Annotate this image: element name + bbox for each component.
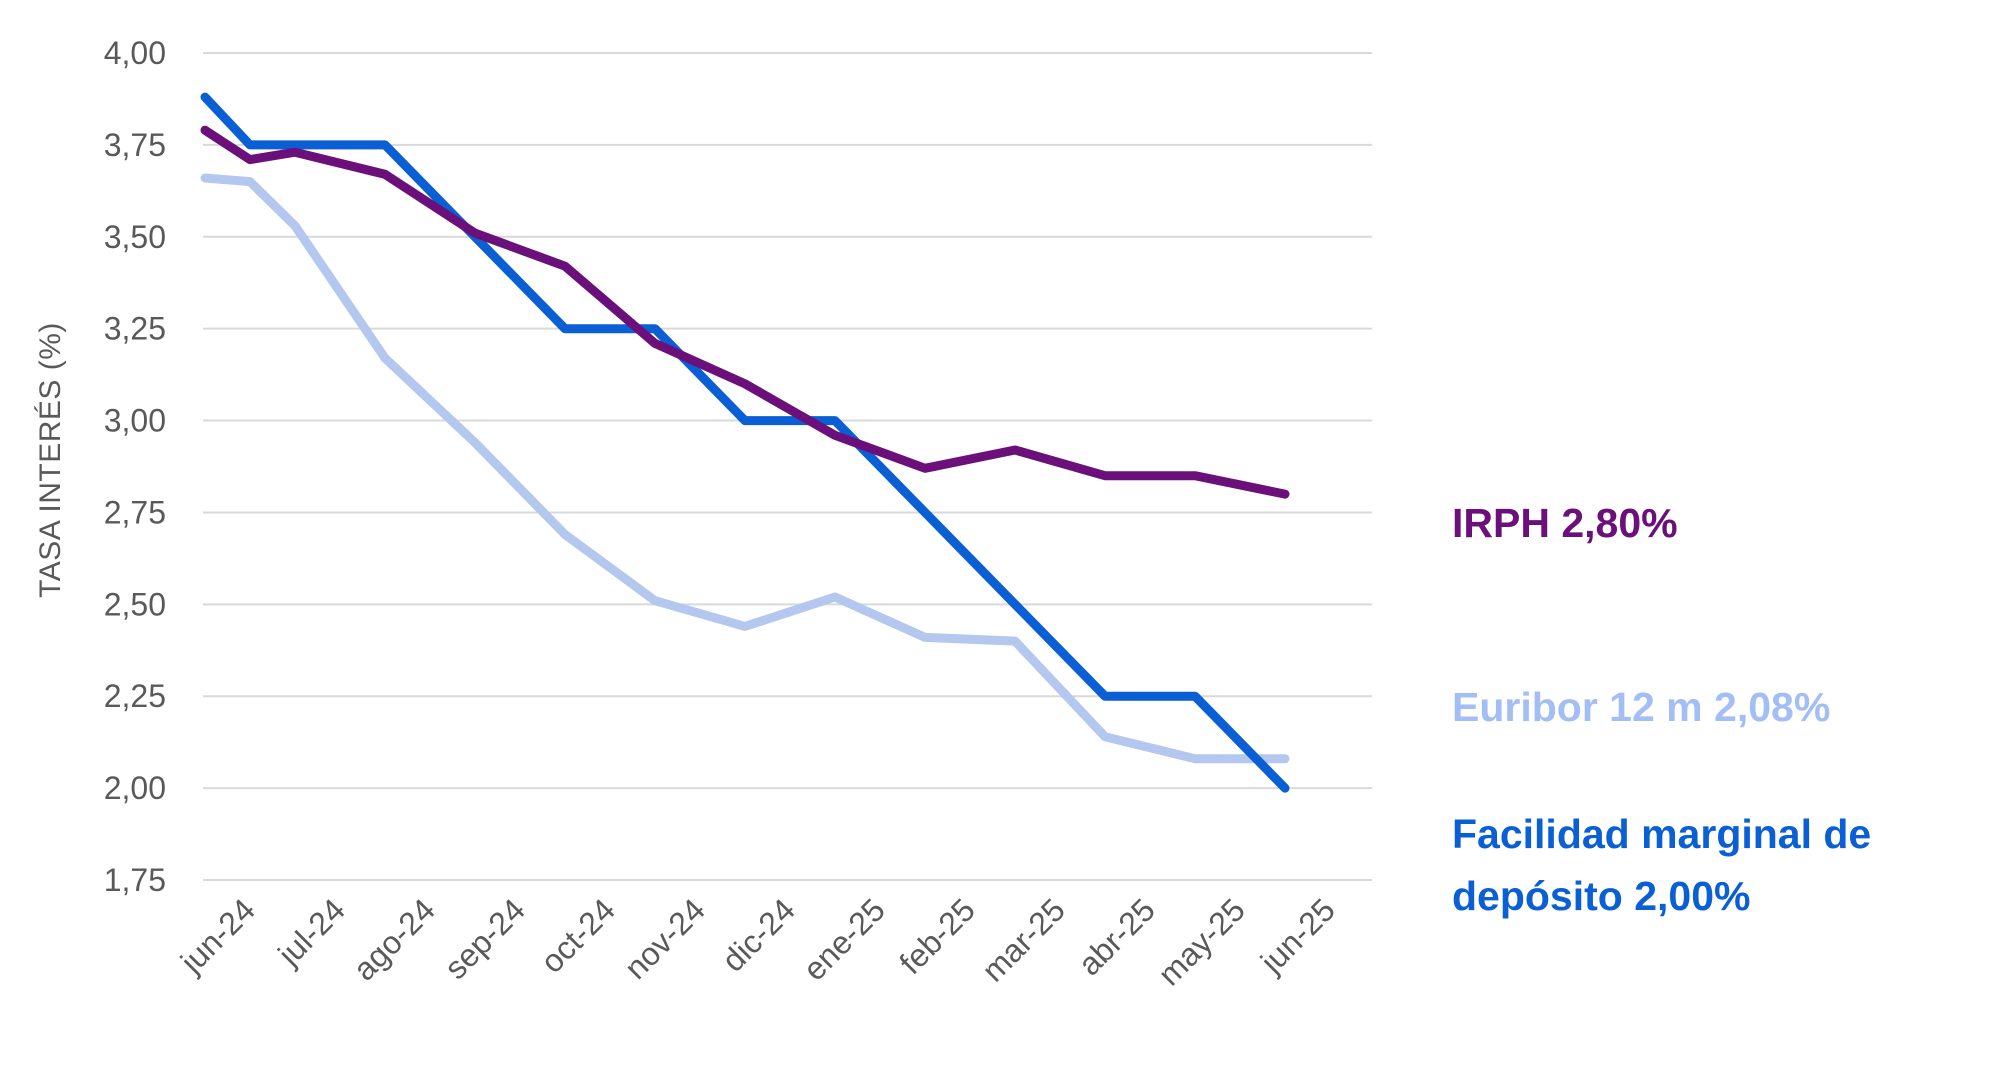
y-tick-label: 2,50 — [104, 586, 166, 622]
euribor-label: Euribor 12 m 2,08% — [1452, 684, 1830, 730]
y-tick-label: 2,75 — [104, 494, 166, 530]
x-tick-label: nov-24 — [617, 891, 712, 986]
x-tick-label: dic-24 — [715, 891, 802, 978]
y-tick-label: 4,00 — [104, 35, 166, 71]
series-line-facilidad — [200, 92, 1290, 793]
x-tick-label: ene-25 — [796, 891, 892, 987]
y-tick-label: 2,00 — [104, 770, 166, 806]
y-tick-label: 3,75 — [104, 127, 166, 163]
facilidad-label-line1: Facilidad marginal de — [1452, 811, 1871, 857]
y-tick-label: 3,50 — [104, 219, 166, 255]
y-tick-label: 3,25 — [104, 311, 166, 347]
y-tick-label: 3,00 — [104, 403, 166, 439]
series-line-euribor — [200, 173, 1290, 764]
facilidad-label-line2: depósito 2,00% — [1452, 873, 1750, 919]
series-lines — [200, 92, 1290, 793]
end-labels: IRPH 2,80% Euribor 12 m 2,08% Facilidad … — [1452, 500, 1871, 919]
x-tick-label: jul-24 — [270, 891, 352, 973]
y-tick-label: 1,75 — [104, 862, 166, 898]
x-tick-label: mar-25 — [975, 891, 1072, 988]
x-tick-label: feb-25 — [892, 891, 982, 981]
x-tick-label: may-25 — [1151, 891, 1252, 992]
y-axis-ticks: 4,00 3,75 3,50 3,25 3,00 2,75 2,50 2,25 2,00 1,75 — [104, 35, 166, 898]
series-line-irph — [200, 125, 1290, 499]
x-tick-label: oct-24 — [534, 891, 622, 979]
x-tick-label: jun-24 — [173, 891, 262, 980]
y-tick-label: 2,25 — [104, 678, 166, 714]
x-tick-label: ago-24 — [346, 891, 442, 987]
y-axis-label: TASA INTERÉS (%) — [34, 322, 67, 598]
x-tick-label: jun-25 — [1253, 891, 1342, 980]
x-tick-label: sep-24 — [437, 891, 532, 986]
x-tick-label: abr-25 — [1071, 891, 1162, 982]
irph-label: IRPH 2,80% — [1452, 500, 1678, 546]
